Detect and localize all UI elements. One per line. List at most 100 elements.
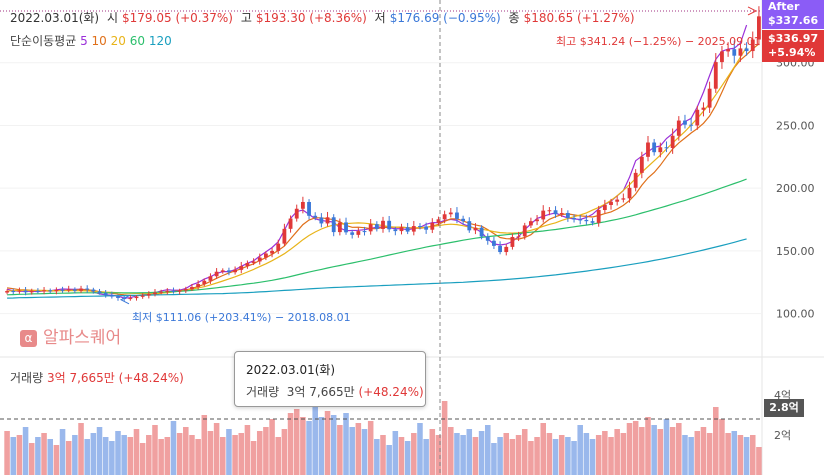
volume-bar bbox=[115, 431, 121, 475]
candle-body bbox=[664, 147, 669, 149]
candle-body bbox=[79, 288, 83, 291]
candle-body bbox=[362, 231, 367, 233]
open-value: $179.05 (+0.37%) bbox=[122, 11, 233, 25]
candle-body bbox=[713, 62, 718, 89]
volume-bar bbox=[300, 417, 306, 475]
volume-bar bbox=[534, 437, 540, 475]
volume-bar bbox=[16, 435, 23, 475]
candle-body bbox=[405, 227, 410, 232]
candle-body bbox=[676, 120, 681, 136]
volume-bar bbox=[318, 417, 325, 475]
candle-body bbox=[116, 296, 120, 298]
volume-bar bbox=[725, 433, 731, 475]
price-tick-label: 250.00 bbox=[776, 119, 815, 132]
volume-bar bbox=[645, 417, 651, 475]
volume-bar bbox=[374, 439, 380, 475]
candle-body bbox=[331, 217, 336, 233]
volume-bar bbox=[589, 439, 596, 475]
candle-body bbox=[153, 292, 157, 295]
volume-bar bbox=[706, 433, 713, 475]
candle-body bbox=[750, 39, 755, 52]
volume-bar bbox=[121, 435, 127, 475]
candle-body bbox=[504, 246, 509, 253]
volume-bar bbox=[158, 439, 164, 475]
volume-value: 3억 7,665만 bbox=[46, 371, 115, 385]
high-arrow-icon bbox=[747, 6, 758, 16]
volume-bar bbox=[176, 433, 183, 475]
candle-body bbox=[646, 142, 650, 157]
candle-body bbox=[701, 107, 706, 110]
volume-bars bbox=[4, 401, 762, 475]
candle-body bbox=[17, 290, 22, 292]
candle-body bbox=[658, 147, 663, 153]
volume-bar bbox=[472, 437, 479, 475]
volume-bar bbox=[577, 425, 583, 475]
volume-bar bbox=[256, 431, 263, 475]
candle-body bbox=[442, 214, 447, 220]
volume-change: (+48.24%) bbox=[118, 371, 184, 385]
volume-bar bbox=[293, 409, 300, 475]
candle-body bbox=[282, 228, 287, 244]
volume-bar bbox=[448, 427, 454, 475]
ma-legend[interactable]: 단순이동평균 5 10 20 60 120 bbox=[10, 32, 172, 49]
volume-bar bbox=[349, 427, 355, 475]
volume-bar bbox=[688, 437, 694, 475]
low-value: $176.69 (−0.95%) bbox=[389, 11, 501, 25]
candle-body bbox=[319, 217, 324, 224]
volume-bar bbox=[4, 431, 10, 475]
candle-body bbox=[621, 198, 626, 200]
candle-body bbox=[196, 284, 201, 288]
volume-bar bbox=[737, 435, 744, 475]
ma-legend-20: 20 bbox=[110, 34, 126, 48]
candle-body bbox=[411, 226, 416, 232]
candle-body bbox=[300, 201, 305, 209]
last-change: +5.94% bbox=[768, 46, 816, 59]
candle-body bbox=[35, 290, 40, 292]
open-label: 시 bbox=[106, 11, 118, 25]
volume-bar bbox=[139, 443, 146, 475]
volume-bar bbox=[651, 425, 657, 475]
volume-bar bbox=[35, 437, 41, 475]
volume-bar bbox=[96, 427, 103, 475]
candle-body bbox=[183, 289, 188, 291]
all-time-high-annotation: 최고 $341.24 (−1.25%) − 2025.09.01 bbox=[556, 35, 761, 48]
volume-bar bbox=[281, 429, 288, 475]
candle-body bbox=[134, 296, 139, 299]
volume-bar bbox=[65, 441, 72, 475]
candle-body bbox=[547, 210, 552, 212]
candle-body bbox=[553, 210, 558, 215]
price-tick-label: 200.00 bbox=[776, 182, 815, 195]
candle-body bbox=[633, 172, 638, 188]
volume-bar bbox=[404, 441, 411, 475]
volume-bar bbox=[275, 437, 282, 475]
ma-legend-10: 10 bbox=[91, 34, 107, 48]
candle-body bbox=[436, 219, 441, 223]
volume-bar bbox=[509, 439, 516, 475]
candle-body bbox=[565, 213, 570, 218]
candle-body bbox=[245, 262, 250, 267]
candle-body bbox=[91, 289, 96, 292]
ohlc-header: 2022.03.01(화) 시 $179.05 (+0.37%) 고 $193.30… bbox=[10, 9, 639, 26]
ma-10-line bbox=[7, 43, 760, 297]
tooltip-volume-change: (+48.24%) bbox=[358, 385, 424, 399]
candle-body bbox=[535, 219, 539, 222]
tooltip-volume-value: 3억 7,665만 bbox=[286, 385, 355, 399]
volume-bar bbox=[47, 439, 53, 475]
candle-body bbox=[473, 227, 478, 231]
candle-body bbox=[516, 236, 521, 238]
candle-body bbox=[683, 120, 687, 125]
candle-body bbox=[356, 231, 361, 235]
volume-bar bbox=[195, 439, 201, 475]
volume-bar bbox=[306, 421, 312, 475]
candle-body bbox=[541, 210, 546, 220]
candle-body bbox=[214, 271, 219, 277]
volume-bar bbox=[287, 413, 294, 475]
volume-bar bbox=[540, 423, 547, 475]
candle-body bbox=[350, 232, 355, 235]
alphasquare-watermark: α 알파스퀘어 bbox=[20, 323, 121, 348]
ma-legend-5: 5 bbox=[80, 34, 88, 48]
candle-body bbox=[11, 291, 16, 293]
volume-bar bbox=[78, 423, 84, 475]
